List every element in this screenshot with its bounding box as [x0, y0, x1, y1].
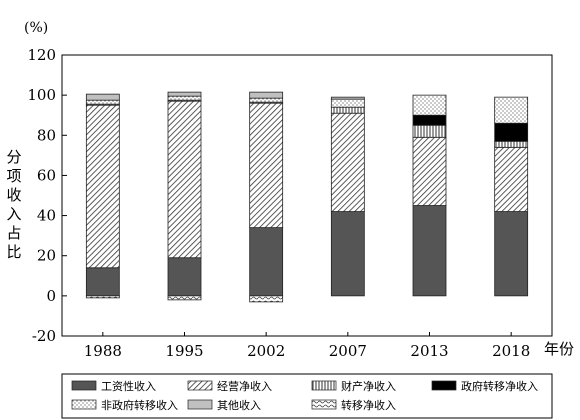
bar-segment-2007-s1	[330, 112, 365, 212]
bar-segment-2013-s4	[412, 94, 447, 116]
bar-segment-2002-s5	[249, 91, 284, 99]
legend-frame	[61, 373, 553, 419]
y-tick-label: 120	[27, 46, 56, 64]
bar-segment-2018-s3	[494, 122, 529, 142]
bar-segment-2007-s0	[330, 211, 365, 297]
y-axis-label-char: 入	[6, 205, 21, 223]
bar-segment-2007-s4	[330, 98, 365, 108]
bar-segment-2007-s2	[330, 106, 365, 114]
y-tick-label: -20	[32, 327, 56, 345]
bar-segment-1988-s6	[85, 295, 120, 299]
legend-label-s6: 转移净收入	[341, 398, 396, 412]
y-axis-label-char: 分	[6, 148, 21, 166]
x-tick-label-2002: 2002	[247, 342, 285, 360]
y-axis-label-char: 收	[6, 186, 21, 204]
x-axis-label: 年份	[544, 340, 574, 358]
bar-segment-1995-s6	[167, 295, 202, 301]
legend-swatch-s1	[187, 380, 213, 391]
bar-segment-2007-s5	[330, 96, 365, 100]
bar-segment-1988-s1	[85, 104, 120, 269]
legend-swatch-s3	[431, 380, 457, 391]
legend-label-s2: 财产净收入	[341, 379, 396, 393]
y-tick-label: 100	[27, 86, 56, 104]
legend-label-s4: 非政府转移收入	[101, 398, 178, 412]
bar-segment-1995-s5	[167, 91, 202, 97]
y-tick-label: 20	[37, 247, 56, 265]
y-tick-label: 40	[37, 207, 56, 225]
legend-swatch-s2	[311, 380, 337, 391]
bar-segment-2002-s6	[249, 295, 284, 303]
bar-segment-1988-s5	[85, 93, 120, 101]
bar-segment-2013-s0	[412, 205, 447, 297]
y-axis-label-char: 比	[6, 243, 21, 261]
bar-segment-2002-s0	[249, 227, 284, 297]
y-axis-label-char: 占	[6, 224, 21, 242]
y-tick-label: 80	[37, 126, 56, 144]
plot-frame	[61, 54, 553, 337]
bar-segment-1995-s1	[167, 100, 202, 259]
bar-segment-2013-s3	[412, 114, 447, 126]
y-axis-label-char: 项	[6, 167, 21, 185]
bar-segment-1988-s0	[85, 267, 120, 297]
x-tick-label-1995: 1995	[165, 342, 203, 360]
bar-segment-2013-s2	[412, 124, 447, 138]
x-tick-label-2018: 2018	[492, 342, 530, 360]
bar-segment-2018-s2	[494, 140, 529, 148]
legend-label-s1: 经营净收入	[217, 379, 272, 393]
bar-segment-2013-s1	[412, 136, 447, 206]
y-tick-label: 0	[46, 287, 56, 305]
legend-swatch-s6	[311, 399, 337, 410]
bar-segment-1995-s4	[167, 95, 202, 101]
bar-segment-2018-s4	[494, 96, 529, 124]
legend-swatch-s0	[71, 380, 97, 391]
bar-segment-2018-s0	[494, 211, 529, 297]
bar-segment-2018-s1	[494, 146, 529, 212]
x-tick-label-1988: 1988	[84, 342, 122, 360]
bar-segment-2002-s1	[249, 102, 284, 229]
bar-segment-1995-s0	[167, 257, 202, 297]
legend-swatch-s4	[71, 399, 97, 410]
unit-label: (%)	[24, 20, 48, 36]
legend-label-s3: 政府转移净收入	[461, 379, 538, 393]
y-tick-label: 60	[37, 166, 56, 184]
legend-swatch-s5	[187, 399, 213, 410]
legend-label-s5: 其他收入	[217, 398, 261, 412]
x-tick-label-2013: 2013	[410, 342, 448, 360]
legend-label-s0: 工资性收入	[101, 379, 156, 393]
bar-segment-1988-s4	[85, 99, 120, 105]
bar-segment-2002-s4	[249, 97, 284, 103]
x-tick-label-2007: 2007	[329, 342, 367, 360]
